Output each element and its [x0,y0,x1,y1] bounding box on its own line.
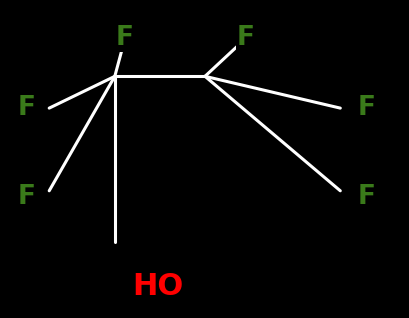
Text: HO: HO [132,272,183,301]
Text: F: F [236,25,254,51]
Text: F: F [357,184,375,210]
Text: F: F [357,95,375,121]
Text: F: F [18,95,36,121]
Text: F: F [116,25,134,51]
Text: F: F [18,184,36,210]
